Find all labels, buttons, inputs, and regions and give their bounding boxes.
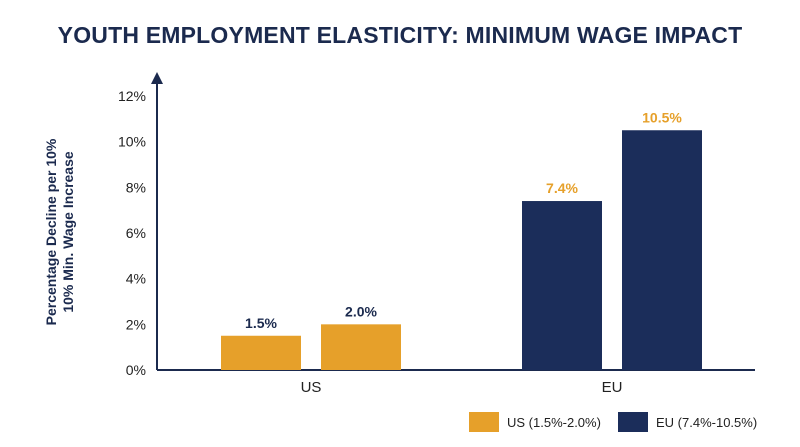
legend-label-2: EU (7.4%-10.5%): [656, 415, 757, 430]
y-tick-label: 10%: [118, 134, 146, 150]
y-axis-ticks: 0% 2% 4% 6% 8% 10% 12%: [118, 88, 146, 378]
bar-us-1: [221, 335, 301, 370]
y-axis-label-line-2: 10% Min. Wage Increase: [60, 151, 76, 313]
y-tick-label: 4%: [126, 271, 146, 287]
y-tick-label: 12%: [118, 88, 146, 104]
y-tick-label: 2%: [126, 316, 146, 332]
bars-group: 1.5% 2.0% 7.4% 10.5%: [221, 109, 702, 370]
y-tick-label: 0%: [126, 362, 146, 378]
legend-swatch-2: [618, 412, 648, 432]
y-tick-label: 6%: [126, 225, 146, 241]
chart-title: YOUTH EMPLOYMENT ELASTICITY: MINIMUM WAG…: [57, 22, 743, 48]
legend-swatch-1: [469, 412, 499, 432]
data-label-us-1: 1.5%: [245, 315, 277, 331]
y-axis-arrow: [151, 72, 163, 84]
category-labels: US EU: [301, 379, 623, 396]
data-label-us-2: 2.0%: [345, 303, 377, 319]
data-label-eu-2: 10.5%: [642, 109, 682, 125]
bar-us-2: [321, 324, 401, 370]
y-tick-label: 8%: [126, 179, 146, 195]
data-label-eu-1: 7.4%: [546, 180, 578, 196]
category-label-eu: EU: [602, 379, 623, 396]
legend: US (1.5%-2.0%) EU (7.4%-10.5%): [469, 412, 757, 432]
category-label-us: US: [301, 379, 322, 396]
bar-eu-2: [622, 130, 702, 370]
bar-eu-1: [522, 201, 602, 370]
y-axis-label-line-1: Percentage Decline per 10%: [43, 138, 59, 325]
legend-label-1: US (1.5%-2.0%): [507, 415, 601, 430]
